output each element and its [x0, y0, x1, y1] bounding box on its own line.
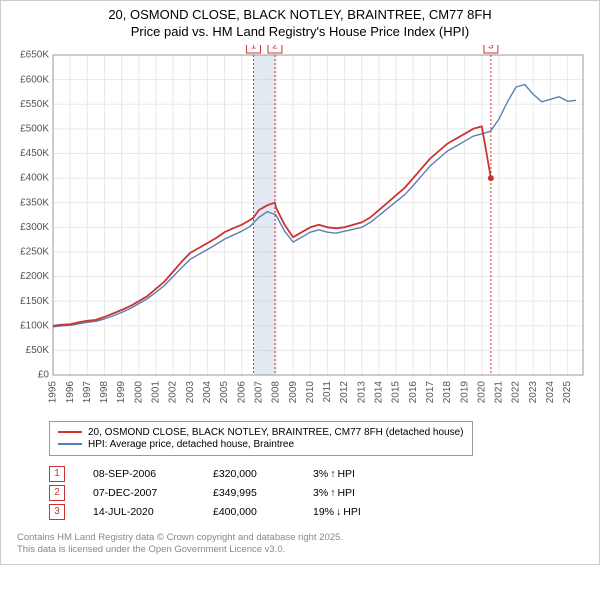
- sale-delta: 3% ↑ HPI: [313, 487, 355, 499]
- svg-text:£450K: £450K: [20, 148, 49, 159]
- legend-item: 20, OSMOND CLOSE, BLACK NOTLEY, BRAINTRE…: [58, 427, 464, 438]
- footnote: Contains HM Land Registry data © Crown c…: [17, 532, 591, 557]
- chart-title: 20, OSMOND CLOSE, BLACK NOTLEY, BRAINTRE…: [9, 7, 591, 41]
- sale-row: 3 14-JUL-2020£400,00019% ↓ HPI: [49, 504, 591, 520]
- sale-delta-vs: HPI: [343, 506, 361, 518]
- sale-delta-arrow-icon: ↑: [330, 487, 335, 499]
- svg-text:2019: 2019: [459, 380, 470, 403]
- svg-text:2006: 2006: [236, 380, 247, 403]
- svg-text:£200K: £200K: [20, 271, 49, 282]
- sale-price: £320,000: [213, 468, 313, 480]
- svg-text:2003: 2003: [185, 380, 196, 403]
- sale-row: 2 07-DEC-2007£349,9953% ↑ HPI: [49, 485, 591, 501]
- legend-swatch: [58, 443, 82, 445]
- svg-text:£300K: £300K: [20, 222, 49, 233]
- sale-delta-pct: 19%: [313, 506, 334, 518]
- legend: 20, OSMOND CLOSE, BLACK NOTLEY, BRAINTRE…: [49, 421, 473, 456]
- svg-text:2005: 2005: [219, 380, 230, 403]
- title-line-2: Price paid vs. HM Land Registry's House …: [9, 24, 591, 41]
- sale-delta-arrow-icon: ↑: [330, 468, 335, 480]
- legend-item: HPI: Average price, detached house, Brai…: [58, 439, 464, 450]
- svg-text:2: 2: [272, 45, 278, 52]
- sale-delta-pct: 3%: [313, 487, 328, 499]
- svg-text:£0: £0: [38, 369, 50, 380]
- sale-delta-arrow-icon: ↓: [336, 506, 341, 518]
- chart-container: 20, OSMOND CLOSE, BLACK NOTLEY, BRAINTRE…: [0, 0, 600, 565]
- svg-text:2021: 2021: [494, 380, 505, 403]
- svg-text:1997: 1997: [82, 380, 93, 403]
- sale-delta: 19% ↓ HPI: [313, 506, 361, 518]
- svg-text:£500K: £500K: [20, 123, 49, 134]
- legend-label: HPI: Average price, detached house, Brai…: [88, 439, 294, 450]
- svg-text:2022: 2022: [511, 380, 522, 403]
- sale-date: 08-SEP-2006: [93, 468, 213, 480]
- chart-plot-area: £0 £50K £100K £150K £200K £250K £300K £350K £400…: [9, 45, 591, 415]
- svg-text:1: 1: [251, 45, 257, 52]
- svg-text:£600K: £600K: [20, 74, 49, 85]
- sale-price: £349,995: [213, 487, 313, 499]
- svg-text:1999: 1999: [116, 380, 127, 403]
- svg-text:2024: 2024: [545, 380, 556, 403]
- footnote-line-1: Contains HM Land Registry data © Crown c…: [17, 532, 591, 544]
- svg-text:2017: 2017: [425, 380, 436, 403]
- sale-marker-box: 2: [49, 485, 65, 501]
- svg-text:2002: 2002: [168, 380, 179, 403]
- svg-text:£400K: £400K: [20, 172, 49, 183]
- svg-text:£250K: £250K: [20, 246, 49, 257]
- svg-text:2009: 2009: [288, 380, 299, 403]
- sale-row: 1 08-SEP-2006£320,0003% ↑ HPI: [49, 466, 591, 482]
- svg-text:2010: 2010: [305, 380, 316, 403]
- sale-marker-box: 3: [49, 504, 65, 520]
- sale-marker-box: 1: [49, 466, 65, 482]
- sales-table: 1 08-SEP-2006£320,0003% ↑ HPI 2 07-DEC-2007…: [49, 466, 591, 520]
- svg-text:2012: 2012: [339, 380, 350, 403]
- footnote-line-2: This data is licensed under the Open Gov…: [17, 544, 591, 556]
- sale-delta-vs: HPI: [337, 487, 355, 499]
- svg-text:2000: 2000: [133, 380, 144, 403]
- legend-swatch: [58, 431, 82, 433]
- sale-delta-vs: HPI: [337, 468, 355, 480]
- svg-text:2016: 2016: [408, 380, 419, 403]
- svg-text:1996: 1996: [65, 380, 76, 403]
- svg-text:2018: 2018: [442, 380, 453, 403]
- sale-delta: 3% ↑ HPI: [313, 468, 355, 480]
- svg-text:2020: 2020: [476, 380, 487, 403]
- legend-label: 20, OSMOND CLOSE, BLACK NOTLEY, BRAINTRE…: [88, 427, 464, 438]
- svg-text:2014: 2014: [374, 380, 385, 403]
- title-line-1: 20, OSMOND CLOSE, BLACK NOTLEY, BRAINTRE…: [9, 7, 591, 24]
- svg-text:2011: 2011: [322, 380, 333, 402]
- svg-text:£100K: £100K: [20, 320, 49, 331]
- line-chart-svg: £0 £50K £100K £150K £200K £250K £300K £350K £400…: [9, 45, 589, 415]
- svg-text:2004: 2004: [202, 380, 213, 403]
- sale-delta-pct: 3%: [313, 468, 328, 480]
- svg-text:2013: 2013: [356, 380, 367, 403]
- svg-text:1998: 1998: [99, 380, 110, 403]
- svg-text:2008: 2008: [271, 380, 282, 403]
- svg-text:£550K: £550K: [20, 99, 49, 110]
- svg-text:2001: 2001: [151, 380, 162, 403]
- svg-text:£50K: £50K: [26, 345, 50, 356]
- svg-text:£350K: £350K: [20, 197, 49, 208]
- svg-text:£650K: £650K: [20, 49, 49, 60]
- svg-text:1995: 1995: [48, 380, 59, 403]
- svg-text:2007: 2007: [253, 380, 264, 403]
- sale-price: £400,000: [213, 506, 313, 518]
- svg-text:2025: 2025: [562, 380, 573, 403]
- sale-date: 07-DEC-2007: [93, 487, 213, 499]
- svg-text:3: 3: [488, 45, 494, 52]
- sale-date: 14-JUL-2020: [93, 506, 213, 518]
- svg-text:2015: 2015: [391, 380, 402, 403]
- svg-text:2023: 2023: [528, 380, 539, 403]
- svg-text:£150K: £150K: [20, 296, 49, 307]
